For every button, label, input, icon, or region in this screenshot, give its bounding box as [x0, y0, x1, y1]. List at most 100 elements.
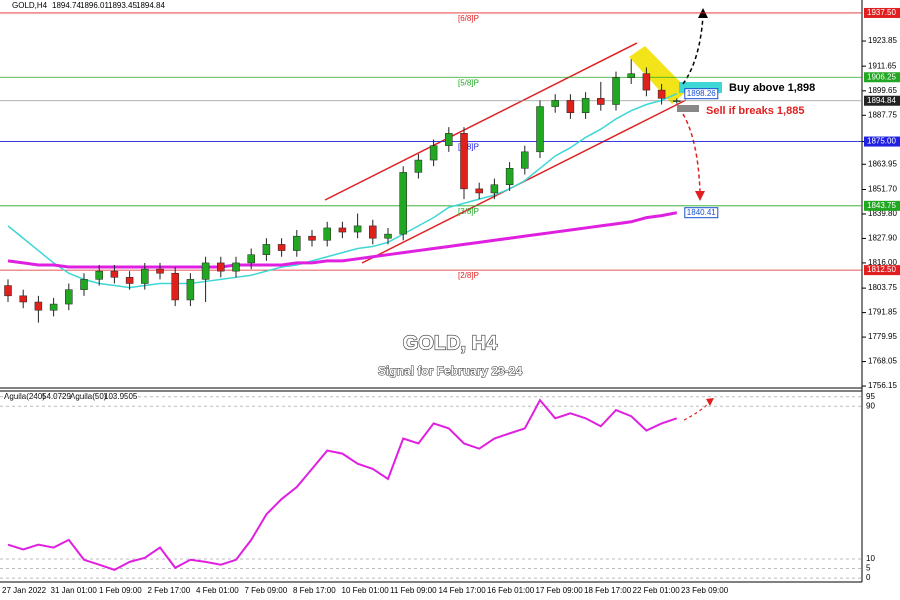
- candle-body: [597, 98, 605, 105]
- candle-body: [612, 77, 620, 105]
- candle-body: [232, 262, 240, 272]
- candle-body: [505, 168, 514, 185]
- ma-label: 1840.41: [687, 208, 716, 217]
- level-name: [2/8]P: [458, 271, 479, 280]
- candle-body: [186, 279, 195, 301]
- candle-body: [65, 289, 73, 305]
- x-tick-label: 7 Feb 09:00: [245, 586, 288, 595]
- ohlc-open: 1894.74: [52, 1, 81, 10]
- candle-body: [4, 285, 12, 297]
- y-tick-label: 1839.80: [868, 209, 897, 218]
- candle-body: [490, 184, 499, 194]
- candle-body: [156, 268, 164, 274]
- y-tick-label: 1756.15: [868, 381, 897, 390]
- candle-body: [49, 303, 58, 311]
- buy-annotation: Buy above 1,898: [729, 82, 815, 94]
- candle-body: [308, 235, 316, 241]
- candle-body: [657, 89, 666, 99]
- candle-body: [171, 272, 179, 301]
- ma-label-box: [684, 88, 719, 100]
- channel-line: [324, 42, 638, 201]
- arrow-head: [695, 191, 705, 201]
- level-box: [864, 265, 900, 276]
- candle-body: [110, 270, 119, 278]
- ohlc-high: 1896.01: [80, 1, 109, 10]
- level-name: [4/8]P: [458, 143, 479, 152]
- y-tick-label: 0: [866, 573, 871, 582]
- x-tick-label: 2 Feb 17:00: [148, 586, 191, 595]
- x-tick-label: 8 Feb 17:00: [293, 586, 336, 595]
- y-tick-label: 10: [866, 554, 875, 563]
- x-tick-label: 22 Feb 01:00: [633, 586, 681, 595]
- candle-body: [217, 262, 225, 272]
- x-tick-label: 23 Feb 09:00: [681, 586, 729, 595]
- y-tick-label: 1816.00: [868, 258, 897, 267]
- price-box: [864, 95, 900, 106]
- moving-average: [7, 211, 678, 269]
- x-tick-label: 11 Feb 09:00: [390, 586, 437, 595]
- candle-body: [338, 227, 347, 233]
- level-value: 1875.00: [867, 137, 896, 146]
- arrow-up: [682, 15, 704, 85]
- y-tick-label: 1803.75: [868, 283, 897, 292]
- x-tick-label: 1 Feb 09:00: [99, 586, 142, 595]
- candle-body: [521, 151, 529, 169]
- ohlc-close: 1894.84: [136, 1, 165, 10]
- indicator-name: Aguila(50): [70, 392, 107, 401]
- level-name: [6/8]P: [458, 14, 479, 23]
- candle-body: [353, 225, 362, 233]
- moving-average: [7, 93, 678, 289]
- y-tick-label: 1863.95: [868, 159, 897, 168]
- level-value: 1937.50: [867, 8, 896, 17]
- candle-body: [627, 73, 635, 79]
- y-tick-label: 1768.05: [868, 357, 897, 366]
- chart-title: GOLD, H4: [403, 332, 498, 354]
- signal-box: [629, 46, 688, 104]
- candle-body: [384, 233, 392, 239]
- ma-label-box: [684, 207, 719, 219]
- y-tick-label: 1899.65: [868, 86, 897, 95]
- candle-body: [323, 227, 331, 241]
- y-tick-label: 1887.75: [868, 110, 897, 119]
- candle-body: [642, 73, 651, 91]
- candle-body: [277, 244, 286, 251]
- candle-body: [34, 301, 43, 311]
- candle-body: [475, 188, 483, 194]
- candle-body: [80, 279, 88, 290]
- buy-zone: [679, 82, 722, 93]
- candle-body: [95, 270, 103, 280]
- candle-body: [141, 268, 149, 284]
- y-tick-label: 1791.85: [868, 308, 897, 317]
- chart-subtitle: Signal for February 23-24: [378, 364, 522, 378]
- ma-label: 1898.26: [687, 89, 716, 98]
- symbol: GOLD,H4: [12, 1, 48, 10]
- candle-body: [293, 235, 301, 251]
- y-tick-label: 90: [866, 401, 875, 410]
- level-box: [864, 200, 900, 211]
- level-name: [5/8]P: [458, 78, 479, 87]
- y-tick-label: 1827.90: [868, 234, 897, 243]
- x-tick-label: 17 Feb 09:00: [536, 586, 584, 595]
- candle-body: [566, 100, 575, 113]
- candle-body: [581, 98, 590, 113]
- x-tick-label: 16 Feb 01:00: [487, 586, 535, 595]
- sell-annotation: Sell if breaks 1,885: [706, 105, 804, 117]
- candle-body: [460, 133, 468, 190]
- candle-body: [414, 159, 423, 173]
- level-name: [3/8]P: [458, 207, 479, 216]
- sell-zone: [677, 105, 699, 112]
- x-tick-label: 18 Feb 17:00: [584, 586, 632, 595]
- level-value: 1812.50: [867, 265, 896, 274]
- x-tick-label: 14 Feb 17:00: [439, 586, 487, 595]
- candle-body: [19, 295, 27, 303]
- ohlc-low: 1893.45: [108, 1, 137, 10]
- arrow-head: [706, 398, 714, 406]
- indicator-arrow: [683, 401, 711, 421]
- y-tick-label: 5: [866, 564, 871, 573]
- candle-body: [247, 254, 255, 264]
- candle-body: [201, 262, 210, 280]
- candle-body: [125, 277, 134, 284]
- y-tick-label: 1779.95: [868, 332, 897, 341]
